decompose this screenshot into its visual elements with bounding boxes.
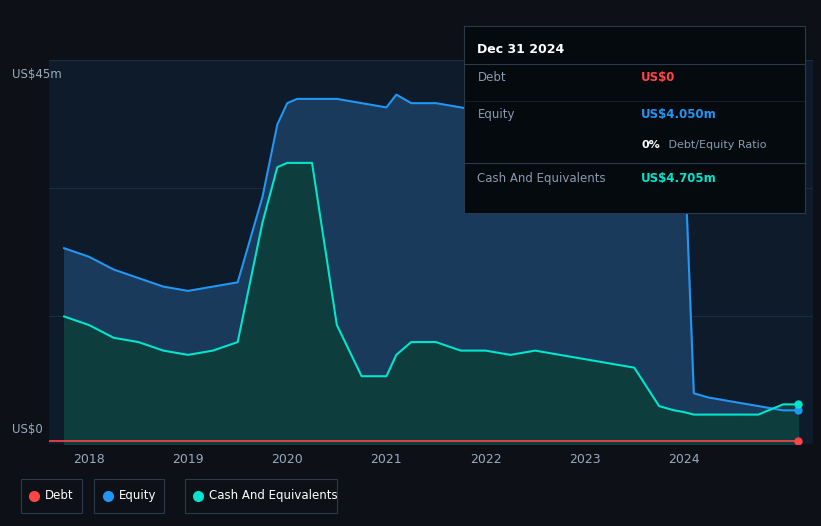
FancyBboxPatch shape: [94, 479, 164, 513]
Text: Cash And Equivalents: Cash And Equivalents: [478, 172, 606, 185]
Text: US$0: US$0: [641, 71, 676, 84]
Text: Debt: Debt: [478, 71, 506, 84]
Text: US$45m: US$45m: [12, 68, 62, 82]
Text: US$4.050m: US$4.050m: [641, 108, 717, 122]
Text: US$0: US$0: [12, 423, 43, 437]
FancyBboxPatch shape: [185, 479, 337, 513]
Text: Debt/Equity Ratio: Debt/Equity Ratio: [665, 140, 766, 150]
Text: Debt: Debt: [45, 489, 74, 502]
Text: Equity: Equity: [119, 489, 157, 502]
Text: US$4.705m: US$4.705m: [641, 172, 717, 185]
Text: Dec 31 2024: Dec 31 2024: [478, 43, 565, 56]
Text: Cash And Equivalents: Cash And Equivalents: [209, 489, 338, 502]
Text: 0%: 0%: [641, 140, 660, 150]
Text: Equity: Equity: [478, 108, 515, 122]
FancyBboxPatch shape: [21, 479, 82, 513]
